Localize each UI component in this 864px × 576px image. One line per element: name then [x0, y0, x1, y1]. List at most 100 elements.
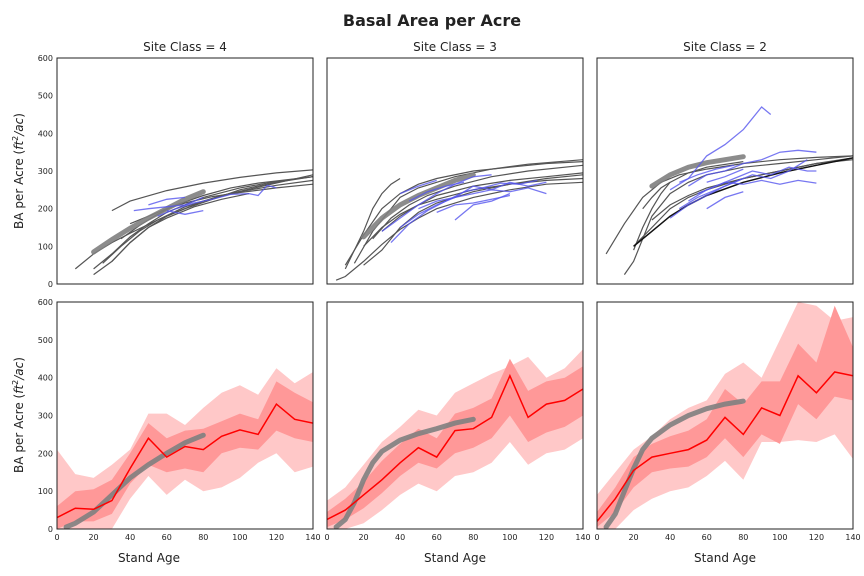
plot-series-line	[133, 196, 204, 212]
y-tick-label: 200	[38, 205, 53, 214]
model-curve	[344, 161, 583, 266]
panel-title-col1: Site Class = 4	[143, 40, 227, 54]
y-tick-label: 600	[38, 54, 53, 63]
x-tick-label: 40	[395, 533, 405, 542]
panel-frame	[596, 301, 854, 530]
x-tick-label: 20	[88, 533, 98, 542]
model-curve	[120, 176, 313, 240]
x-tick-label: 80	[738, 533, 748, 542]
model-curve	[623, 155, 853, 275]
plot-series-line	[679, 164, 735, 183]
model-band-curve	[649, 154, 746, 189]
model-curve	[111, 169, 313, 212]
y-axis-label-bottom: BA per Acre (ft2/ac)	[11, 357, 26, 473]
panel-plot-area-top-col3	[605, 106, 853, 275]
plot-series-line	[418, 181, 547, 210]
y-tick-label: 500	[38, 92, 53, 101]
x-tick-label: 80	[198, 533, 208, 542]
panel-frame	[56, 301, 314, 530]
x-tick-label: 0	[324, 533, 329, 542]
model-curve-dark	[633, 157, 853, 247]
y-tick-label: 300	[38, 412, 53, 421]
plot-series-line	[669, 106, 772, 191]
x-tick-label: 140	[845, 533, 860, 542]
x-tick-label: 140	[575, 533, 590, 542]
panel-plot-area-top-col1	[74, 169, 313, 276]
x-tick-label: 120	[809, 533, 824, 542]
x-tick-label: 100	[502, 533, 517, 542]
x-tick-label: 0	[594, 533, 599, 542]
panel-frame	[596, 57, 854, 285]
panel-frame	[326, 57, 584, 285]
panel-frame	[326, 301, 584, 530]
panel-plot-area-bottom-col3	[597, 302, 853, 529]
model-band-curve	[603, 398, 746, 529]
model-curve	[93, 179, 313, 276]
model-band-curve	[333, 416, 476, 529]
plot-series-line	[399, 187, 547, 229]
plot-series-line	[688, 149, 817, 187]
inner-percentile-band	[57, 381, 313, 529]
median-line	[327, 373, 583, 521]
y-tick-label: 0	[48, 280, 53, 289]
median-line	[597, 371, 853, 522]
x-tick-label: 40	[125, 533, 135, 542]
plot-series-line	[706, 191, 744, 210]
model-curve	[651, 159, 853, 221]
plot-series-line	[669, 177, 744, 219]
y-tick-label: 400	[38, 374, 53, 383]
model-curve	[642, 181, 671, 210]
model-curve	[633, 161, 744, 251]
model-band-curve	[361, 172, 476, 240]
y-tick-label: 100	[38, 487, 53, 496]
x-tick-label: 60	[702, 533, 712, 542]
x-tick-label: 20	[628, 533, 638, 542]
plot-series-line	[148, 196, 186, 206]
panel-title-col3: Site Class = 2	[683, 40, 767, 54]
x-tick-label: 80	[468, 533, 478, 542]
plot-series-line	[166, 209, 204, 215]
model-curve	[335, 181, 583, 281]
y-tick-label: 600	[38, 298, 53, 307]
plot-series-line	[157, 184, 277, 217]
y-tick-label: 300	[38, 167, 53, 176]
figure-title: Basal Area per Acre	[343, 11, 521, 30]
plot-series-line	[706, 168, 744, 183]
model-curve	[344, 177, 401, 270]
y-axis-label-top: BA per Acre (ft2/ac)	[11, 113, 26, 229]
panel-frame	[56, 57, 314, 285]
x-tick-label: 20	[358, 533, 368, 542]
plot-series-line	[390, 179, 538, 244]
panel-title-col2: Site Class = 3	[413, 40, 497, 54]
y-tick-label: 200	[38, 449, 53, 458]
plot-series-line	[399, 179, 437, 195]
x-tick-label: 120	[269, 533, 284, 542]
y-tick-label: 0	[48, 525, 53, 534]
plot-series-line	[409, 181, 465, 202]
model-curve	[633, 157, 853, 247]
y-tick-label: 500	[38, 336, 53, 345]
x-axis-label-col1: Stand Age	[118, 551, 180, 565]
x-axis-label-col3: Stand Age	[694, 551, 756, 565]
y-tick-label: 100	[38, 242, 53, 251]
x-tick-label: 40	[665, 533, 675, 542]
x-tick-label: 100	[772, 533, 787, 542]
x-tick-label: 60	[162, 533, 172, 542]
panel-plot-area-bottom-col1	[57, 368, 313, 529]
x-tick-label: 0	[54, 533, 59, 542]
plot-series-line	[381, 174, 492, 232]
x-tick-label: 60	[432, 533, 442, 542]
panel-plot-area-top-col2	[335, 159, 583, 281]
inner-percentile-band	[327, 358, 583, 528]
median-line	[57, 402, 313, 519]
plot-series-line	[454, 192, 511, 221]
model-curve	[102, 174, 313, 264]
x-tick-label: 100	[232, 533, 247, 542]
model-band-curve	[91, 189, 206, 255]
model-curve	[381, 172, 583, 232]
plot-series-line	[688, 179, 817, 202]
x-axis-label-col2: Stand Age	[424, 551, 486, 565]
x-tick-label: 140	[305, 533, 320, 542]
